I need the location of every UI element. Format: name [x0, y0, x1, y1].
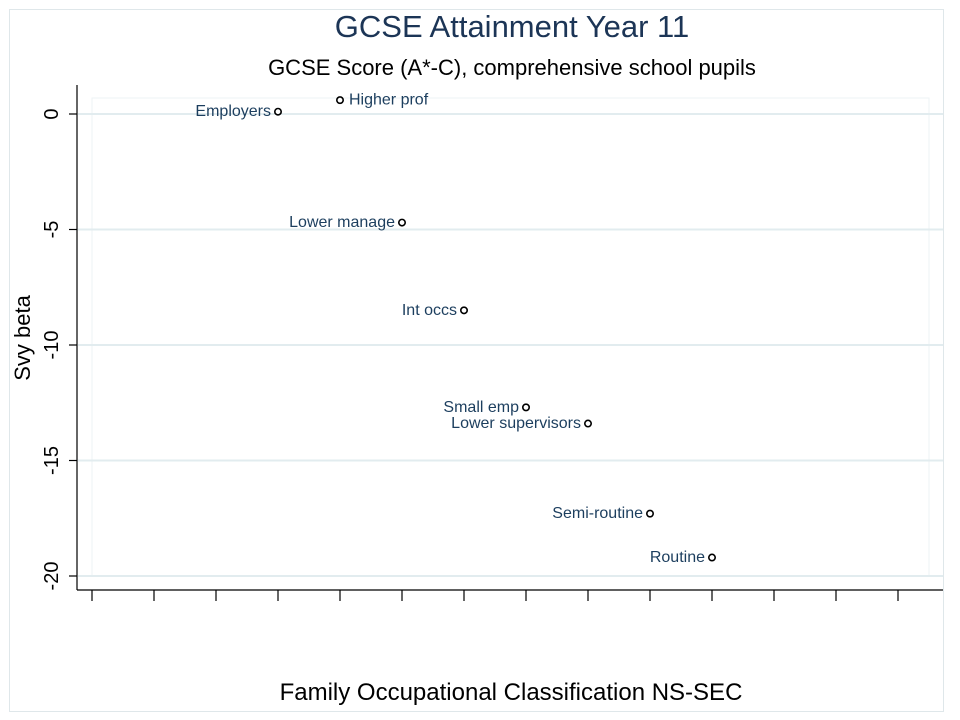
chart-subtitle: GCSE Score (A*-C), comprehensive school … [268, 55, 756, 80]
y-axis-label: Svy beta [10, 294, 35, 380]
y-tick-label: -20 [41, 562, 63, 591]
y-axis-ticks: 0 -5 -10 -15 -20 [41, 108, 77, 590]
data-point [645, 509, 654, 518]
data-point-label: Routine [650, 549, 705, 566]
y-tick-label: 0 [41, 108, 63, 119]
data-point-label: Int occs [402, 302, 457, 319]
data-point [459, 306, 468, 315]
data-points: Employers Higher prof Lower manage Int occs… [195, 92, 716, 566]
y-tick-label: -5 [41, 221, 63, 239]
data-point [273, 107, 282, 116]
gridlines [78, 113, 943, 577]
chart-title: GCSE Attainment Year 11 [335, 9, 689, 44]
data-point [707, 553, 716, 562]
data-point-label: Lower supervisors [451, 415, 581, 432]
data-point-label: Employers [195, 103, 271, 120]
data-point [397, 218, 406, 227]
y-tick-label: -10 [41, 331, 63, 360]
plot-region [77, 85, 943, 590]
data-point [521, 403, 530, 412]
data-point [583, 419, 592, 428]
data-point-label: Lower manage [289, 214, 395, 231]
data-point-label: Small emp [443, 399, 519, 416]
data-point-label: Semi-routine [552, 505, 643, 522]
data-point [335, 96, 344, 105]
x-axis-ticks [91, 590, 899, 601]
x-axis-label: Family Occupational Classification NS-SE… [280, 679, 743, 706]
data-point-label: Higher prof [349, 92, 429, 109]
y-tick-label: -15 [41, 446, 63, 475]
